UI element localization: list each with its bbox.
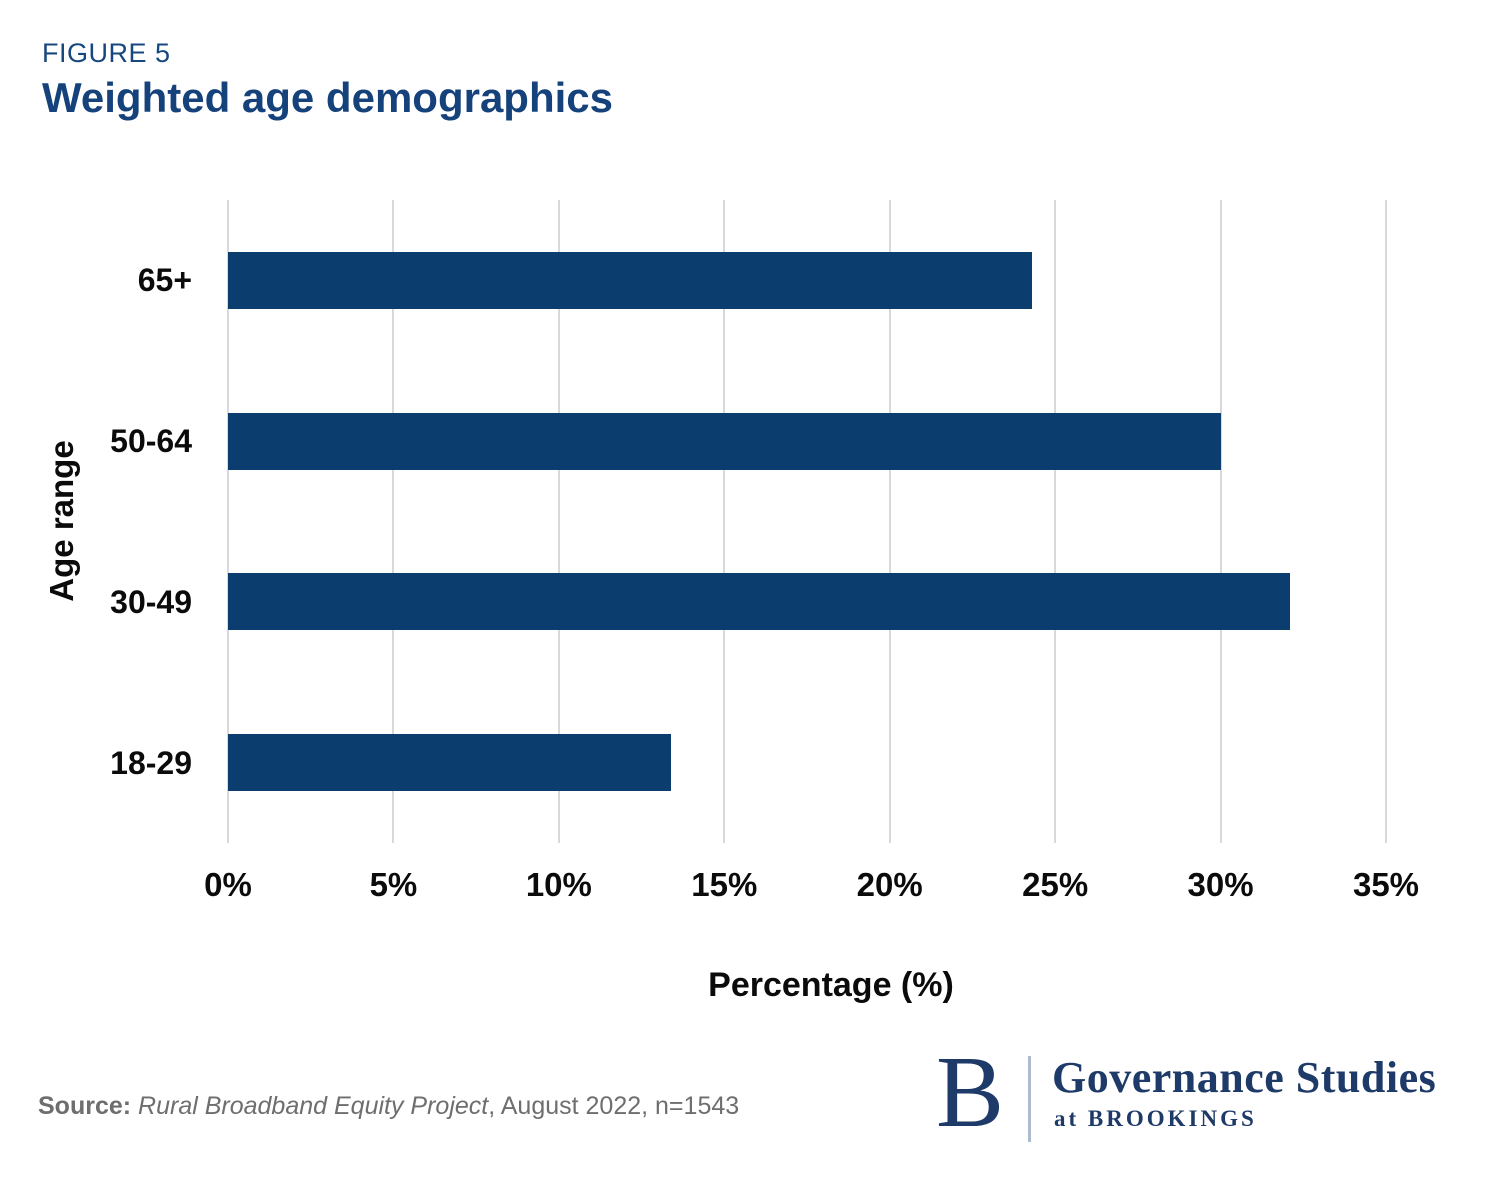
y-tick-18-29: 18-29	[110, 744, 192, 781]
y-tick-50-64: 50-64	[110, 423, 192, 460]
x-tick-20: 20%	[856, 866, 923, 903]
source-note: Source: Rural Broadband Equity Project, …	[38, 1092, 739, 1121]
x-tick-10: 10%	[525, 866, 592, 903]
source-prefix: Source:	[38, 1092, 139, 1120]
brookings-logo: B Governance Studies at BROOKINGS	[936, 1040, 1476, 1160]
x-tick-30: 30%	[1187, 866, 1254, 903]
x-tick-5: 5%	[369, 866, 418, 903]
source-suffix: , August 2022, n=1543	[488, 1092, 740, 1120]
brookings-b-icon: B	[936, 1036, 1005, 1149]
logo-org-name: Governance Studies	[1052, 1053, 1437, 1102]
x-tick-0: 0%	[204, 866, 252, 903]
gridline	[1219, 200, 1222, 843]
source-project-name: Rural Broadband Equity Project	[138, 1092, 489, 1120]
x-tick-35: 35%	[1352, 866, 1420, 903]
bar-65plus	[228, 251, 1032, 309]
gridline	[557, 200, 560, 843]
y-axis-title: Age range	[43, 440, 80, 602]
x-tick-25: 25%	[1022, 866, 1089, 903]
logo-divider	[1028, 1056, 1031, 1142]
y-tick-30-49: 30-49	[110, 583, 192, 620]
gridline	[723, 200, 726, 843]
y-tick-65plus: 65+	[137, 262, 192, 299]
bar-18-29	[228, 734, 672, 792]
gridline	[888, 200, 891, 843]
bar-50-64	[228, 412, 1221, 470]
bar-30-49	[228, 573, 1291, 631]
logo-sub-name: at BROOKINGS	[1054, 1106, 1257, 1131]
gridline	[1054, 200, 1057, 843]
gridline	[227, 200, 229, 843]
figure-title: Weighted age demographics	[42, 74, 613, 121]
figure-number-label: FIGURE 5	[42, 38, 171, 68]
bar-chart-plot-area	[227, 200, 1387, 843]
gridline	[1385, 200, 1387, 843]
gridline	[392, 200, 395, 843]
x-tick-15: 15%	[691, 866, 758, 903]
x-axis-title: Percentage (%)	[708, 966, 954, 1004]
